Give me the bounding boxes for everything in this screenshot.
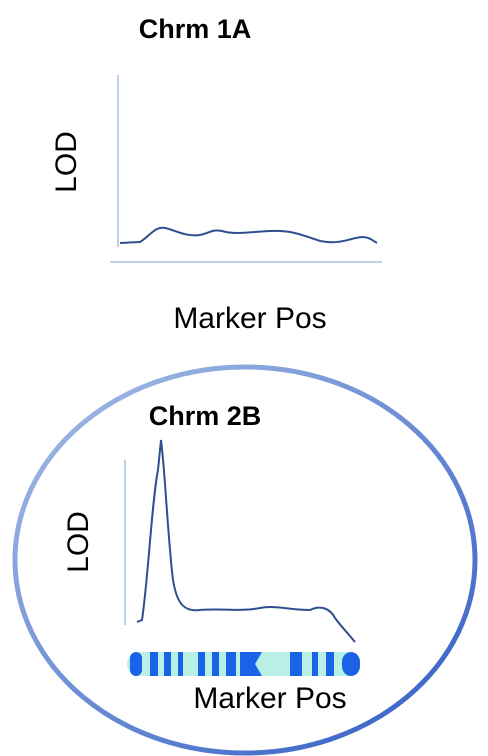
figure: Chrm 1A LOD Marker Pos Chrm 2B LOD Marke [0,0,488,756]
y-axis-label: LOD [50,131,83,193]
chromosome-ideogram [127,652,360,676]
x-axis-label: Marker Pos [193,682,346,715]
panel-title: Chrm 1A [139,14,252,44]
lod-curve [120,228,377,243]
panel-title: Chrm 2B [149,401,262,431]
panel-1: Chrm 1A LOD Marker Pos [50,14,382,335]
y-axis-label: LOD [62,511,95,573]
panel-2: Chrm 2B LOD Marker Pos [15,367,475,753]
lod-curve [137,440,355,642]
x-axis-label: Marker Pos [173,302,326,335]
